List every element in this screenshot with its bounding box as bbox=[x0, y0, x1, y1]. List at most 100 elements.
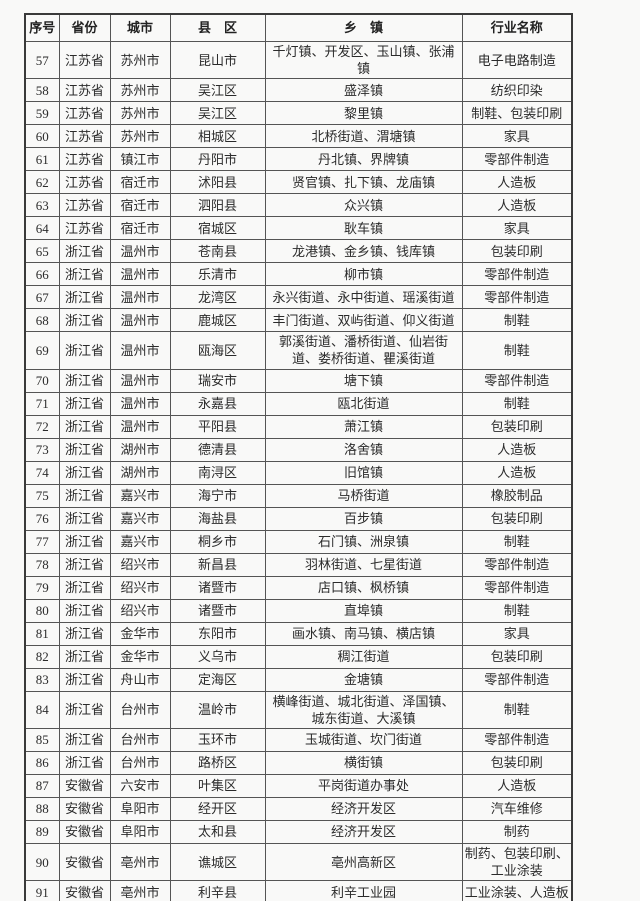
cell-city: 舟山市 bbox=[109, 667, 171, 692]
cell-province: 安徽省 bbox=[58, 880, 111, 901]
table-row: 87 安徽省 六安市 叶集区 平岗街道办事处 人造板 bbox=[24, 773, 573, 798]
cell-city: 金华市 bbox=[109, 621, 171, 646]
cell-province: 浙江省 bbox=[58, 529, 111, 554]
cell-province: 浙江省 bbox=[58, 552, 111, 577]
cell-industry: 包装印刷 bbox=[461, 414, 573, 439]
cell-province: 江苏省 bbox=[58, 170, 111, 195]
cell-province: 浙江省 bbox=[58, 506, 111, 531]
table-row: 65 浙江省 温州市 苍南县 龙港镇、金乡镇、钱库镇 包装印刷 bbox=[24, 239, 573, 264]
cell-county: 太和县 bbox=[169, 819, 266, 844]
cell-city: 六安市 bbox=[109, 773, 171, 798]
cell-county: 海宁市 bbox=[169, 483, 266, 508]
cell-province: 浙江省 bbox=[58, 727, 111, 752]
cell-city: 台州市 bbox=[109, 750, 171, 775]
table-row: 59 江苏省 苏州市 吴江区 黎里镇 制鞋、包装印刷 bbox=[24, 101, 573, 126]
table-row: 77 浙江省 嘉兴市 桐乡市 石门镇、洲泉镇 制鞋 bbox=[24, 529, 573, 554]
cell-city: 嘉兴市 bbox=[109, 529, 171, 554]
cell-province: 浙江省 bbox=[58, 331, 111, 370]
cell-township: 亳州高新区 bbox=[264, 842, 463, 882]
cell-province: 浙江省 bbox=[58, 239, 111, 264]
cell-industry: 制药 bbox=[461, 819, 573, 844]
cell-county: 德清县 bbox=[169, 437, 266, 462]
cell-industry: 家具 bbox=[461, 621, 573, 646]
cell-industry: 橡胶制品 bbox=[461, 483, 573, 508]
cell-county: 鹿城区 bbox=[169, 308, 266, 333]
cell-no: 67 bbox=[24, 285, 60, 310]
cell-city: 镇江市 bbox=[109, 147, 171, 172]
cell-industry: 制鞋 bbox=[461, 391, 573, 416]
cell-county: 东阳市 bbox=[169, 621, 266, 646]
cell-county: 经开区 bbox=[169, 796, 266, 821]
cell-county: 海盐县 bbox=[169, 506, 266, 531]
cell-county: 南浔区 bbox=[169, 460, 266, 485]
cell-township: 北桥街道、渭塘镇 bbox=[264, 124, 463, 149]
cell-township: 柳市镇 bbox=[264, 262, 463, 287]
cell-township: 经济开发区 bbox=[264, 796, 463, 821]
cell-no: 84 bbox=[24, 690, 60, 729]
cell-city: 台州市 bbox=[109, 690, 171, 729]
cell-township: 直埠镇 bbox=[264, 598, 463, 623]
cell-no: 91 bbox=[24, 880, 60, 901]
cell-county: 昆山市 bbox=[169, 40, 266, 80]
cell-city: 嘉兴市 bbox=[109, 483, 171, 508]
cell-industry: 包装印刷 bbox=[461, 644, 573, 669]
cell-city: 温州市 bbox=[109, 308, 171, 333]
cell-industry: 制鞋 bbox=[461, 598, 573, 623]
cell-township: 郭溪街道、潘桥街道、仙岩街道、娄桥街道、瞿溪街道 bbox=[264, 331, 463, 370]
table-row: 72 浙江省 温州市 平阳县 萧江镇 包装印刷 bbox=[24, 414, 573, 439]
cell-city: 苏州市 bbox=[109, 78, 171, 103]
cell-industry: 零部件制造 bbox=[461, 285, 573, 310]
header-city: 城市 bbox=[109, 13, 171, 42]
cell-city: 苏州市 bbox=[109, 101, 171, 126]
cell-province: 浙江省 bbox=[58, 437, 111, 462]
cell-city: 亳州市 bbox=[109, 880, 171, 901]
cell-city: 温州市 bbox=[109, 331, 171, 370]
cell-city: 阜阳市 bbox=[109, 796, 171, 821]
cell-industry: 人造板 bbox=[461, 170, 573, 195]
cell-industry: 零部件制造 bbox=[461, 552, 573, 577]
cell-industry: 零部件制造 bbox=[461, 147, 573, 172]
cell-township: 丹北镇、界牌镇 bbox=[264, 147, 463, 172]
cell-no: 80 bbox=[24, 598, 60, 623]
cell-city: 宿迁市 bbox=[109, 216, 171, 241]
cell-city: 温州市 bbox=[109, 239, 171, 264]
cell-industry: 家具 bbox=[461, 124, 573, 149]
cell-township: 经济开发区 bbox=[264, 819, 463, 844]
table-row: 57 江苏省 苏州市 昆山市 千灯镇、开发区、玉山镇、张浦镇 电子电路制造 bbox=[24, 40, 573, 80]
table-row: 60 江苏省 苏州市 相城区 北桥街道、渭塘镇 家具 bbox=[24, 124, 573, 149]
cell-township: 永兴街道、永中街道、瑶溪街道 bbox=[264, 285, 463, 310]
cell-province: 浙江省 bbox=[58, 460, 111, 485]
cell-province: 安徽省 bbox=[58, 796, 111, 821]
cell-province: 江苏省 bbox=[58, 216, 111, 241]
table-body: 57 江苏省 苏州市 昆山市 千灯镇、开发区、玉山镇、张浦镇 电子电路制造 58 江苏省 苏州市… bbox=[24, 40, 573, 901]
cell-no: 83 bbox=[24, 667, 60, 692]
cell-county: 乐清市 bbox=[169, 262, 266, 287]
cell-no: 59 bbox=[24, 101, 60, 126]
cell-city: 温州市 bbox=[109, 368, 171, 393]
cell-no: 72 bbox=[24, 414, 60, 439]
cell-province: 浙江省 bbox=[58, 644, 111, 669]
cell-township: 众兴镇 bbox=[264, 193, 463, 218]
cell-county: 吴江区 bbox=[169, 78, 266, 103]
cell-county: 瑞安市 bbox=[169, 368, 266, 393]
cell-county: 永嘉县 bbox=[169, 391, 266, 416]
cell-county: 吴江区 bbox=[169, 101, 266, 126]
table-header: 序号 省份 城市 县 区 乡 镇 行业名称 bbox=[24, 13, 573, 42]
table-row: 67 浙江省 温州市 龙湾区 永兴街道、永中街道、瑶溪街道 零部件制造 bbox=[24, 285, 573, 310]
cell-industry: 制鞋 bbox=[461, 331, 573, 370]
cell-no: 86 bbox=[24, 750, 60, 775]
table-row: 91 安徽省 亳州市 利辛县 利辛工业园 工业涂装、人造板 bbox=[24, 880, 573, 901]
cell-county: 利辛县 bbox=[169, 880, 266, 901]
cell-no: 89 bbox=[24, 819, 60, 844]
cell-city: 温州市 bbox=[109, 262, 171, 287]
cell-city: 亳州市 bbox=[109, 842, 171, 882]
cell-no: 78 bbox=[24, 552, 60, 577]
cell-no: 69 bbox=[24, 331, 60, 370]
cell-industry: 包装印刷 bbox=[461, 239, 573, 264]
cell-province: 浙江省 bbox=[58, 391, 111, 416]
cell-province: 江苏省 bbox=[58, 101, 111, 126]
cell-industry: 人造板 bbox=[461, 773, 573, 798]
cell-province: 浙江省 bbox=[58, 368, 111, 393]
cell-county: 定海区 bbox=[169, 667, 266, 692]
